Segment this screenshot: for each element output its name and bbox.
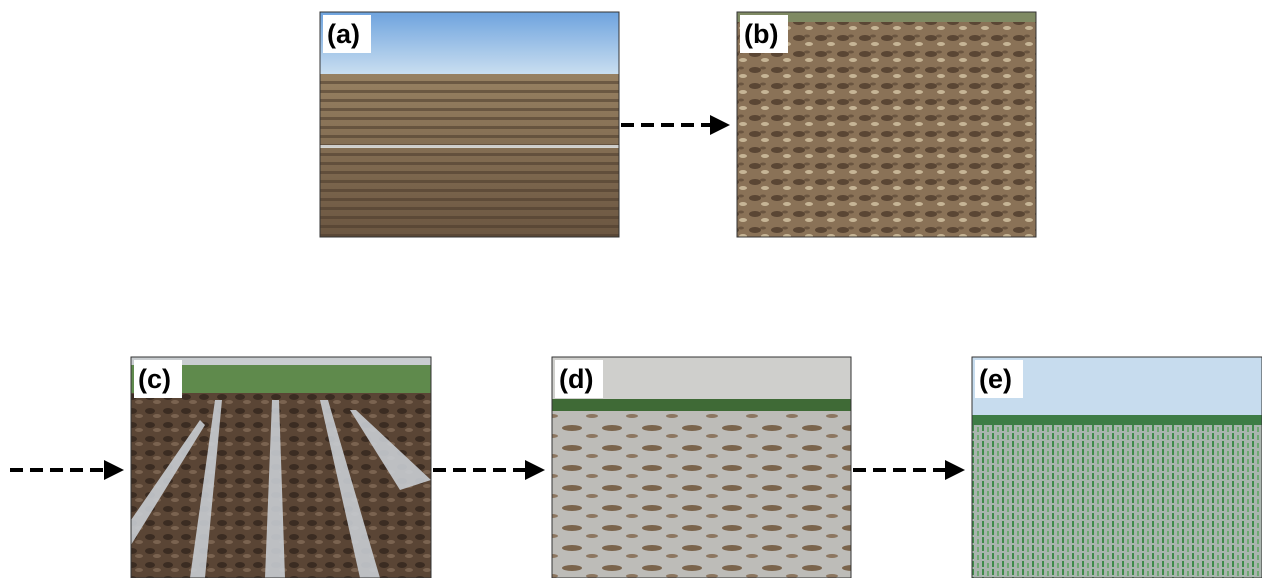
panel-label: (e): [979, 364, 1012, 394]
photo-d: (d): [551, 356, 852, 578]
panel-label: (d): [559, 364, 593, 394]
photo-e: (e): [971, 356, 1262, 578]
panel-label: (b): [744, 19, 778, 49]
panel-label: (a): [327, 19, 360, 49]
arrows: [10, 115, 965, 480]
panel-label: (c): [138, 364, 171, 394]
photo-a: (a): [319, 11, 620, 238]
photo-c: (c): [130, 356, 432, 578]
photo-b: (b): [736, 11, 1037, 238]
